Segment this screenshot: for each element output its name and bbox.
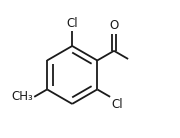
Text: O: O [109,19,119,32]
Text: CH₃: CH₃ [11,90,33,103]
Text: Cl: Cl [112,98,123,111]
Text: Cl: Cl [66,17,78,30]
